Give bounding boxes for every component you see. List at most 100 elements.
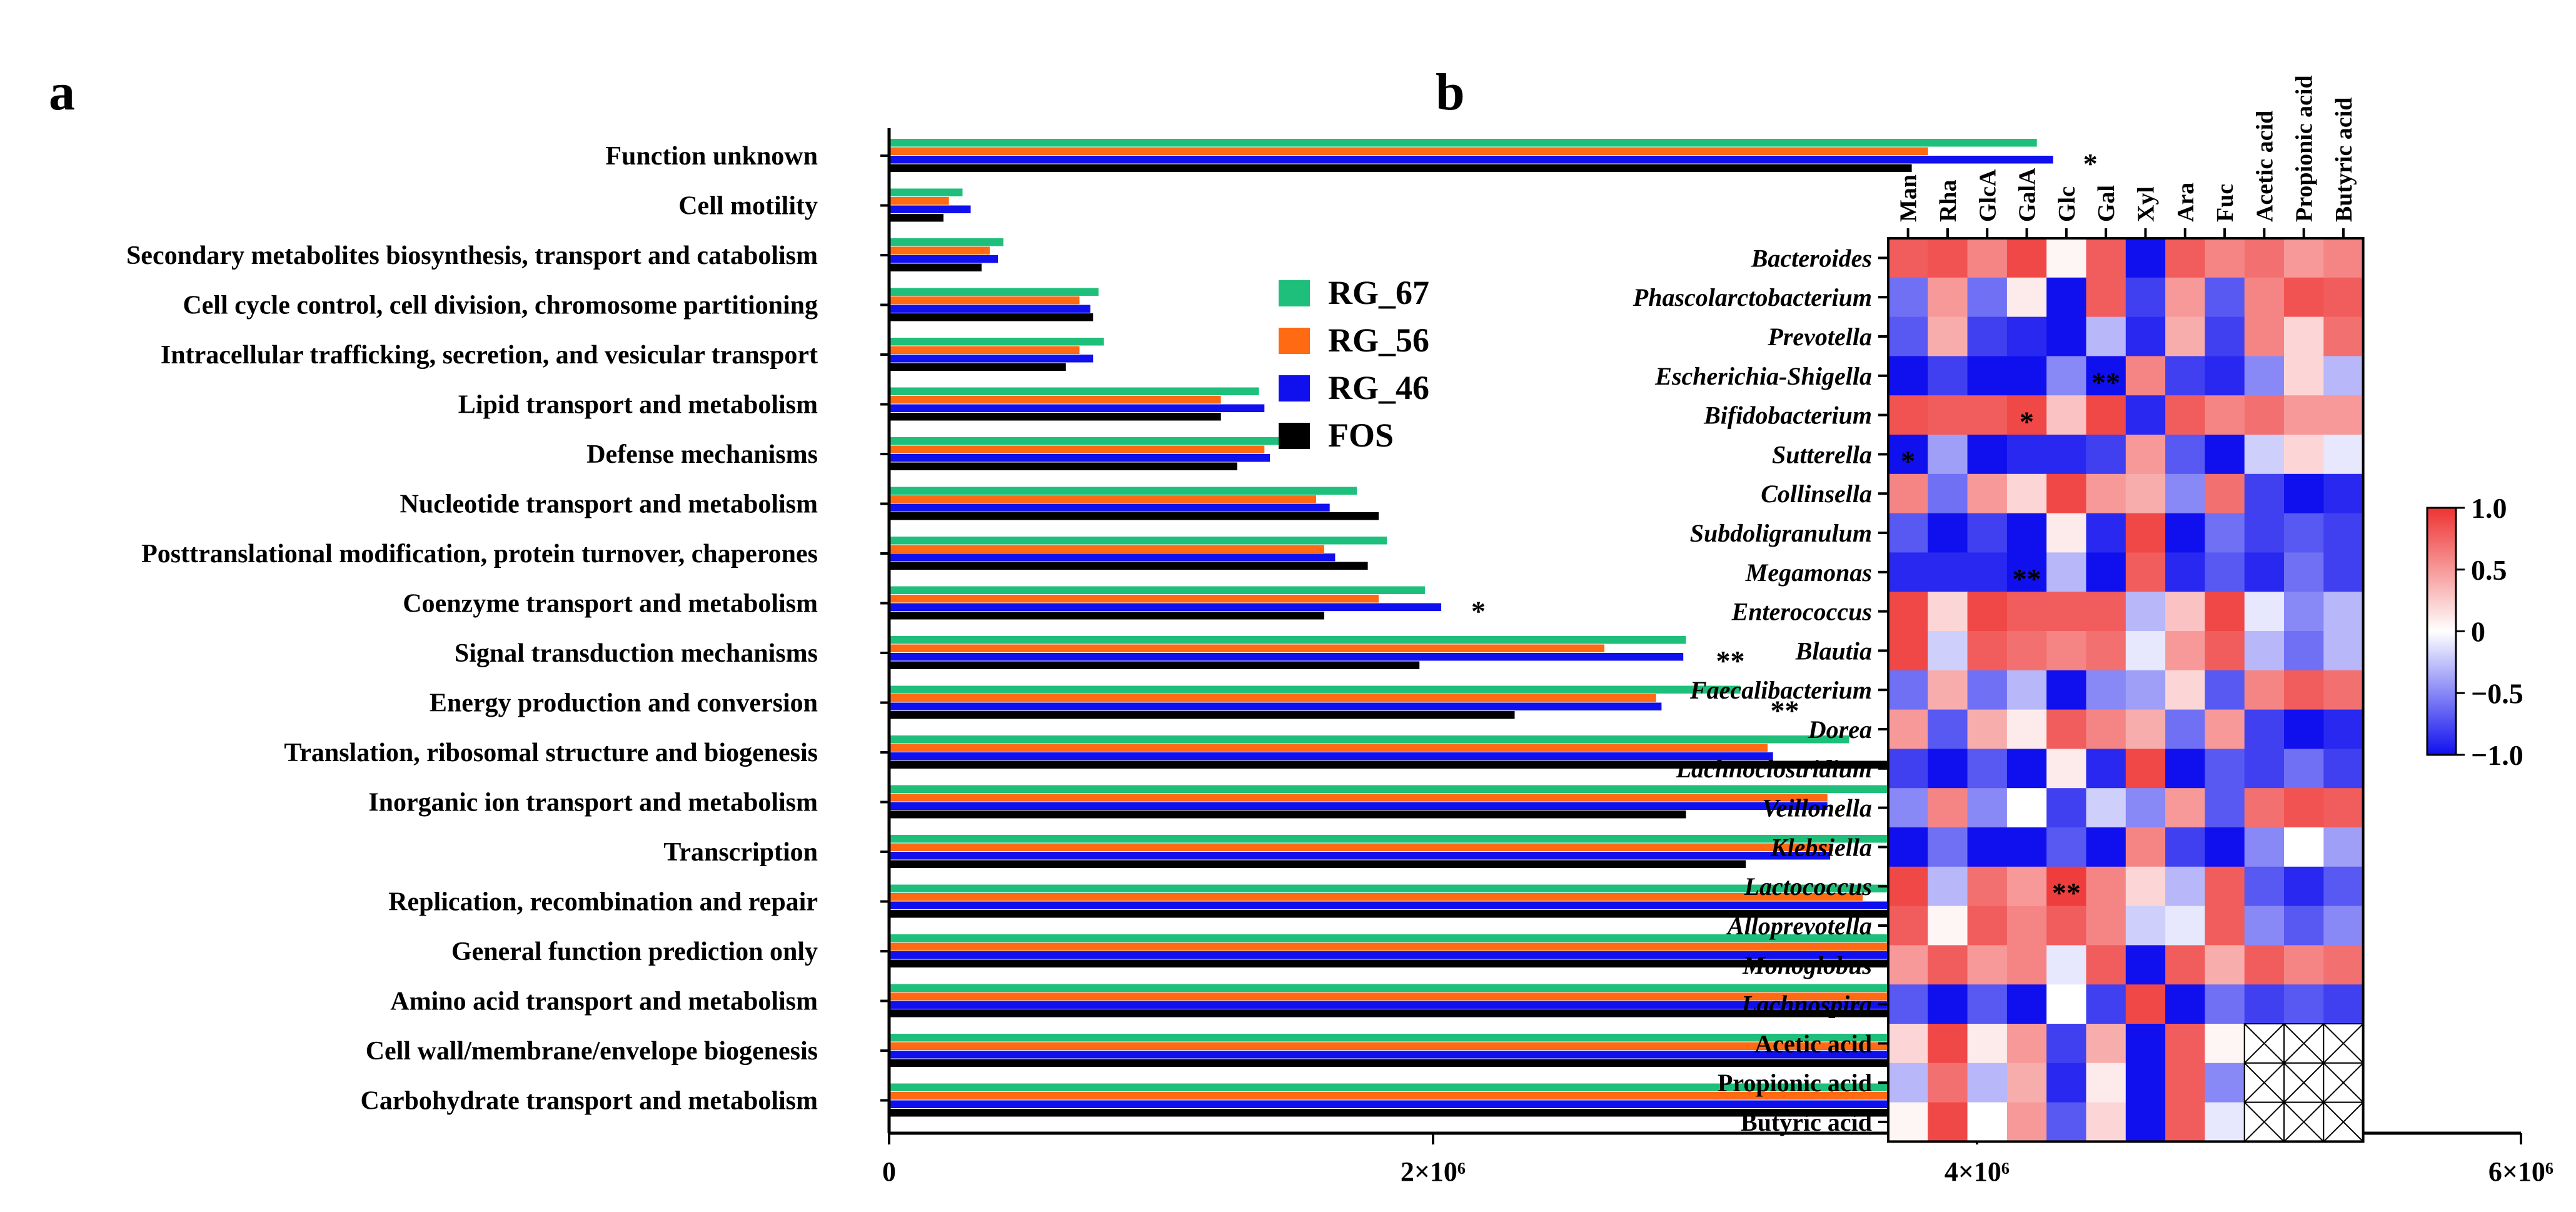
row-label: Lachnoclostridium — [1676, 755, 1872, 783]
heatmap-cell — [1888, 1102, 1928, 1142]
x-tick-label: 6×10⁶ — [2488, 1156, 2553, 1187]
category-label: Amino acid transport and metabolism — [390, 987, 818, 1016]
heatmap-cell — [2046, 866, 2086, 907]
heatmap-cell — [2046, 788, 2086, 828]
heatmap-cell — [2046, 356, 2086, 396]
heatmap-cell — [2125, 906, 2166, 946]
bar-rg-46 — [889, 802, 1828, 810]
heatmap-cell — [1967, 513, 2008, 553]
bar-rg-46 — [889, 454, 1270, 462]
heatmap-cell — [1928, 945, 1968, 985]
heatmap-cell — [1967, 670, 2008, 710]
heatmap-cell — [2086, 592, 2126, 632]
heatmap-cell — [1967, 945, 2008, 985]
category-label: Posttranslational modification, protein … — [141, 540, 818, 568]
bar-rg-67 — [889, 487, 1357, 495]
row-label: Blautia — [1795, 637, 1872, 665]
panel-b-label: b — [1436, 63, 1465, 121]
column-label: Man — [1896, 174, 1922, 222]
legend-label: RG_56 — [1328, 321, 1429, 359]
heatmap-cell — [2323, 866, 2364, 907]
heatmap-cell — [2323, 552, 2364, 592]
heatmap-cell — [1888, 316, 1928, 356]
heatmap-cell — [2205, 749, 2245, 789]
bar-rg-56 — [889, 545, 1324, 553]
category-label: Signal transduction mechanisms — [455, 639, 818, 668]
heatmap-cell — [2046, 1063, 2086, 1103]
bar-rg-56 — [889, 197, 949, 205]
heatmap-cell — [1928, 1024, 1968, 1064]
bar-fos — [889, 263, 982, 271]
heatmap-cell — [1967, 906, 2008, 946]
heatmap-cell — [1967, 238, 2008, 278]
heatmap-cell — [2086, 866, 2126, 907]
heatmap-cell — [1967, 1102, 2008, 1142]
heatmap-cell — [2046, 827, 2086, 867]
bar-fos — [889, 363, 1066, 371]
heatmap-cell — [1928, 749, 1968, 789]
heatmap-cell — [2125, 473, 2166, 514]
heatmap-cell — [2284, 670, 2324, 710]
heatmap-cell — [2323, 513, 2364, 553]
heatmap-cell — [1967, 473, 2008, 514]
bar-rg-56 — [889, 1092, 2140, 1100]
bar-rg-46 — [889, 901, 1956, 909]
empty-cell-cross — [2243, 1101, 2285, 1143]
heatmap-cell — [1888, 631, 1928, 671]
bar-rg-46 — [889, 1051, 2021, 1059]
bar-rg-67 — [889, 437, 1303, 445]
category-label: Nucleotide transport and metabolism — [400, 490, 818, 519]
panel-a-label: a — [49, 63, 75, 121]
bar-fos — [889, 164, 1912, 172]
heatmap-cell — [2046, 552, 2086, 592]
row-label: Monoglobus — [1742, 951, 1872, 979]
heatmap-cell — [1967, 709, 2008, 749]
heatmap-cell — [2046, 709, 2086, 749]
empty-cell-cross — [2243, 1063, 2285, 1103]
bar-rg-46 — [889, 1100, 2100, 1108]
heatmap-cell — [2244, 316, 2285, 356]
x-tick-label: 4×10⁶ — [1945, 1156, 2010, 1187]
category-label: Energy production and conversion — [430, 689, 818, 718]
heatmap-cell — [2046, 277, 2086, 318]
x-tick-label: 2×10⁶ — [1401, 1156, 1466, 1187]
heatmap-cell — [2284, 749, 2324, 789]
colorbar-tick-label: 0 — [2471, 616, 2485, 648]
heatmap-cell — [2165, 631, 2205, 671]
heatmap-cell — [2006, 788, 2047, 828]
heatmap-cell — [2244, 670, 2285, 710]
row-label: Klebsiella — [1770, 833, 1872, 861]
bar-fos — [889, 1009, 2005, 1018]
heatmap-cell — [2006, 435, 2047, 475]
heatmap-cell — [2323, 473, 2364, 514]
heatmap-cell — [2046, 984, 2086, 1024]
heatmap-cell — [1888, 866, 1928, 907]
row-label: Bacteroides — [1751, 244, 1872, 272]
significance-marker: ** — [1771, 695, 1799, 727]
heatmap-cell — [1967, 395, 2008, 435]
column-label: Propionic acid — [2292, 75, 2318, 222]
heatmap-cell — [2086, 631, 2126, 671]
heatmap-cell — [2205, 866, 2245, 907]
heatmap-cell — [2086, 906, 2126, 946]
heatmap-cell — [2323, 356, 2364, 396]
heatmap-cell — [2323, 788, 2364, 828]
heatmap-cell — [2323, 984, 2364, 1024]
heatmap-cell — [2086, 1063, 2126, 1103]
heatmap-cell — [2323, 670, 2364, 710]
heatmap-cell — [2006, 1024, 2047, 1064]
bar-rg-56 — [889, 942, 1975, 951]
category-label: Cell wall/membrane/envelope biogenesis — [366, 1037, 818, 1066]
heatmap-cell — [2006, 473, 2047, 514]
heatmap-cell — [2323, 827, 2364, 867]
heatmap-cell — [2125, 1063, 2166, 1103]
heatmap-cell — [1888, 749, 1928, 789]
heatmap-cell — [2205, 1024, 2245, 1064]
heatmap-cell — [1928, 277, 1968, 318]
heatmap-cell — [2086, 238, 2126, 278]
heatmap-cell — [1928, 552, 1968, 592]
bar-rg-56 — [889, 794, 1828, 802]
heatmap-cell — [2086, 1024, 2126, 1064]
heatmap-cell — [1967, 866, 2008, 907]
